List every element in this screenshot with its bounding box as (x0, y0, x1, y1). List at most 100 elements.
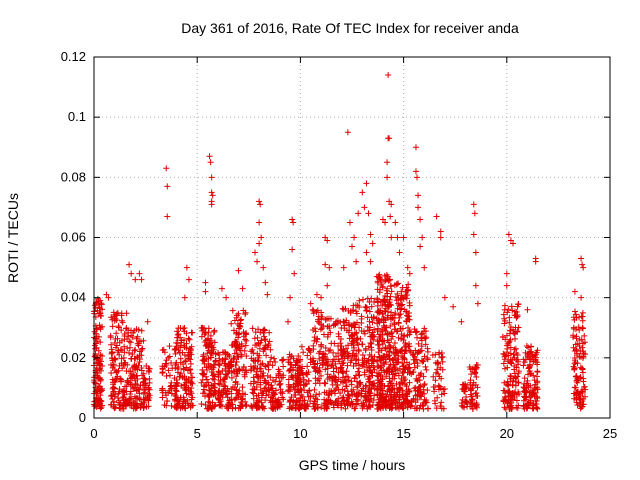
data-point (505, 231, 512, 238)
x-tick-labels: 0 5 10 15 20 25 (90, 426, 617, 441)
data-point (450, 303, 457, 310)
data-point (250, 374, 257, 381)
data-point (332, 320, 339, 327)
data-point (388, 283, 395, 290)
data-point (295, 404, 302, 411)
data-point (212, 357, 219, 364)
data-point (344, 401, 351, 408)
data-point (242, 336, 249, 343)
data-point (437, 228, 444, 235)
data-point (472, 381, 479, 388)
data-point (111, 366, 118, 373)
data-point (160, 346, 167, 353)
data-point (119, 319, 126, 326)
data-point (290, 219, 297, 226)
data-point (351, 234, 358, 241)
data-point (388, 234, 395, 241)
data-point (215, 360, 222, 367)
data-point (300, 349, 307, 356)
data-point (389, 356, 396, 363)
data-point (206, 153, 213, 160)
data-point (181, 337, 188, 344)
data-point (266, 329, 273, 336)
data-point (331, 340, 338, 347)
data-point (124, 345, 131, 352)
data-point (189, 329, 196, 336)
data-point (437, 402, 444, 409)
data-point (97, 376, 104, 383)
data-point (515, 358, 522, 365)
data-point (127, 339, 134, 346)
data-point (257, 386, 264, 393)
data-point (229, 383, 236, 390)
data-point (579, 325, 586, 332)
data-point (257, 361, 264, 368)
data-point (232, 379, 239, 386)
data-point (374, 279, 381, 286)
data-point (254, 397, 261, 404)
data-point (470, 231, 477, 238)
data-point (144, 318, 151, 325)
data-point (322, 234, 329, 241)
data-point (164, 397, 171, 404)
data-point (341, 397, 348, 404)
data-point (571, 308, 578, 315)
data-point (249, 346, 256, 353)
data-point (441, 385, 448, 392)
data-point (267, 346, 274, 353)
data-point (400, 295, 407, 302)
data-point (357, 381, 364, 388)
data-point (388, 309, 395, 316)
data-point (173, 383, 180, 390)
data-point (361, 401, 368, 408)
data-point (374, 309, 381, 316)
data-point (412, 144, 419, 151)
data-point (374, 358, 381, 365)
data-point (186, 336, 193, 343)
data-point (145, 385, 152, 392)
data-point (271, 355, 278, 362)
data-point (474, 300, 481, 307)
data-point (228, 342, 235, 349)
data-point (130, 400, 137, 407)
data-point (133, 404, 140, 411)
data-point (185, 276, 192, 283)
data-point (433, 405, 440, 412)
data-point (96, 366, 103, 373)
data-point (270, 377, 277, 384)
data-point (578, 336, 585, 343)
data-point (205, 325, 212, 332)
data-point (240, 333, 247, 340)
data-point (471, 366, 478, 373)
data-point (307, 349, 314, 356)
data-point (202, 342, 209, 349)
data-point (188, 343, 195, 350)
data-point (117, 377, 124, 384)
data-point (380, 298, 387, 305)
data-point (433, 213, 440, 220)
data-point (341, 348, 348, 355)
data-point (287, 397, 294, 404)
data-point (306, 345, 313, 352)
data-point (388, 386, 395, 393)
data-point (469, 405, 476, 412)
data-point (105, 294, 112, 301)
data-point (531, 393, 538, 400)
data-point (314, 318, 321, 325)
data-point (227, 361, 234, 368)
data-point (209, 192, 216, 199)
data-point (361, 330, 368, 337)
data-point (256, 198, 263, 205)
data-point (117, 401, 124, 408)
data-point (507, 237, 514, 244)
data-point (134, 366, 141, 373)
data-point (406, 302, 413, 309)
data-point (405, 281, 412, 288)
data-point (210, 328, 217, 335)
data-point (202, 288, 209, 295)
data-point (328, 387, 335, 394)
data-point (205, 336, 212, 343)
data-point (332, 390, 339, 397)
data-point (290, 398, 297, 405)
data-point (458, 318, 465, 325)
